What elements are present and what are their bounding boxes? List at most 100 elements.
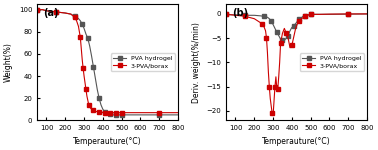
PVA hydrogel bbox=[291, 25, 296, 27]
PVA hydrogel bbox=[280, 40, 285, 41]
PVA hydrogel bbox=[101, 108, 105, 110]
3-PVA/borax bbox=[274, 76, 278, 78]
PVA hydrogel bbox=[233, 14, 238, 16]
3-PVA/borax bbox=[273, 86, 277, 87]
Line: PVA hydrogel: PVA hydrogel bbox=[36, 8, 180, 117]
PVA hydrogel bbox=[229, 14, 234, 16]
3-PVA/borax bbox=[87, 104, 91, 106]
3-PVA/borax bbox=[271, 115, 275, 116]
3-PVA/borax bbox=[63, 12, 68, 14]
3-PVA/borax bbox=[252, 18, 257, 20]
PVA hydrogel bbox=[44, 10, 49, 12]
PVA hydrogel bbox=[84, 33, 88, 35]
PVA hydrogel bbox=[252, 14, 257, 16]
PVA hydrogel bbox=[69, 13, 73, 15]
3-PVA/borax bbox=[274, 88, 279, 90]
PVA hydrogel bbox=[262, 15, 266, 17]
PVA hydrogel bbox=[157, 114, 161, 116]
3-PVA/borax bbox=[282, 27, 287, 29]
PVA hydrogel bbox=[63, 12, 68, 14]
PVA hydrogel bbox=[118, 114, 122, 116]
PVA hydrogel bbox=[290, 27, 294, 28]
PVA hydrogel bbox=[82, 28, 86, 29]
3-PVA/borax bbox=[267, 86, 271, 87]
3-PVA/borax bbox=[101, 112, 105, 114]
3-PVA/borax bbox=[229, 14, 234, 16]
Line: 3-PVA/borax: 3-PVA/borax bbox=[224, 12, 369, 117]
3-PVA/borax bbox=[280, 32, 285, 34]
3-PVA/borax bbox=[78, 36, 83, 38]
PVA hydrogel bbox=[243, 14, 247, 16]
PVA hydrogel bbox=[97, 97, 101, 99]
PVA hydrogel bbox=[305, 14, 309, 16]
3-PVA/borax bbox=[318, 14, 322, 15]
PVA hydrogel bbox=[54, 11, 58, 13]
PVA hydrogel bbox=[295, 20, 300, 22]
3-PVA/borax bbox=[272, 100, 276, 102]
Legend: PVA hydrogel, 3-PVA/borax: PVA hydrogel, 3-PVA/borax bbox=[300, 54, 364, 71]
Y-axis label: Weight(%): Weight(%) bbox=[4, 42, 13, 82]
PVA hydrogel bbox=[271, 24, 275, 25]
3-PVA/borax bbox=[301, 17, 305, 19]
PVA hydrogel bbox=[129, 114, 133, 116]
3-PVA/borax bbox=[288, 47, 292, 49]
3-PVA/borax bbox=[104, 112, 109, 114]
X-axis label: Temperauture(°C): Temperauture(°C) bbox=[73, 137, 142, 146]
PVA hydrogel bbox=[99, 104, 103, 106]
PVA hydrogel bbox=[297, 18, 302, 20]
3-PVA/borax bbox=[157, 112, 161, 114]
PVA hydrogel bbox=[95, 88, 99, 90]
PVA hydrogel bbox=[303, 15, 307, 17]
3-PVA/borax bbox=[97, 111, 101, 112]
3-PVA/borax bbox=[40, 9, 45, 11]
Y-axis label: Deriv. weight(%/min): Deriv. weight(%/min) bbox=[192, 22, 201, 103]
3-PVA/borax bbox=[224, 14, 228, 15]
PVA hydrogel bbox=[114, 114, 118, 116]
3-PVA/borax bbox=[81, 68, 85, 69]
PVA hydrogel bbox=[308, 14, 313, 15]
PVA hydrogel bbox=[76, 18, 81, 20]
PVA hydrogel bbox=[276, 35, 281, 37]
3-PVA/borax bbox=[93, 111, 98, 112]
3-PVA/borax bbox=[138, 112, 143, 114]
3-PVA/borax bbox=[83, 82, 87, 84]
PVA hydrogel bbox=[73, 15, 77, 17]
3-PVA/borax bbox=[112, 112, 116, 114]
PVA hydrogel bbox=[273, 27, 277, 29]
3-PVA/borax bbox=[276, 76, 281, 78]
3-PVA/borax bbox=[74, 20, 79, 22]
PVA hydrogel bbox=[265, 16, 270, 18]
3-PVA/borax bbox=[297, 20, 302, 22]
PVA hydrogel bbox=[35, 9, 39, 11]
PVA hydrogel bbox=[91, 66, 96, 68]
3-PVA/borax bbox=[269, 105, 273, 107]
3-PVA/borax bbox=[265, 52, 270, 54]
PVA hydrogel bbox=[274, 31, 279, 33]
3-PVA/borax bbox=[110, 112, 115, 114]
PVA hydrogel bbox=[40, 9, 45, 11]
PVA hydrogel bbox=[258, 15, 262, 17]
PVA hydrogel bbox=[365, 13, 369, 15]
PVA hydrogel bbox=[104, 112, 109, 114]
Line: 3-PVA/borax: 3-PVA/borax bbox=[36, 8, 180, 114]
3-PVA/borax bbox=[80, 59, 84, 60]
PVA hydrogel bbox=[293, 23, 298, 24]
PVA hydrogel bbox=[299, 17, 304, 19]
PVA hydrogel bbox=[89, 55, 94, 57]
3-PVA/borax bbox=[263, 30, 268, 32]
PVA hydrogel bbox=[110, 114, 115, 116]
3-PVA/borax bbox=[82, 75, 86, 77]
3-PVA/borax bbox=[85, 100, 90, 101]
PVA hydrogel bbox=[288, 30, 292, 32]
PVA hydrogel bbox=[301, 15, 305, 17]
3-PVA/borax bbox=[102, 112, 107, 114]
3-PVA/borax bbox=[44, 10, 49, 12]
3-PVA/borax bbox=[266, 71, 271, 73]
3-PVA/borax bbox=[365, 13, 369, 15]
3-PVA/borax bbox=[299, 18, 304, 20]
3-PVA/borax bbox=[290, 44, 294, 46]
3-PVA/borax bbox=[260, 23, 264, 24]
3-PVA/borax bbox=[87, 106, 92, 108]
3-PVA/borax bbox=[79, 48, 84, 49]
PVA hydrogel bbox=[112, 114, 116, 116]
